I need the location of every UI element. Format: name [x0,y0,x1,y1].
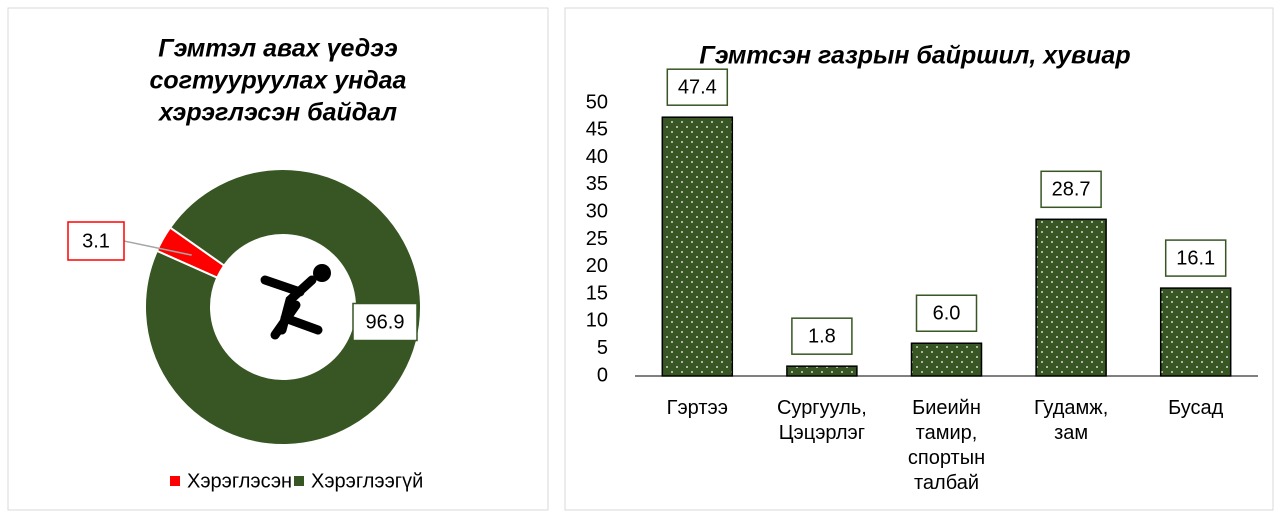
data-label-box [915,294,978,332]
donut-slice [144,168,422,446]
chart-title: Гэмтэл авах үедээ [158,35,398,63]
legend-swatch [294,476,304,486]
bar [1035,218,1107,377]
data-label: 96.9 [366,311,405,333]
bar [661,116,734,377]
y-tick-label: 20 [586,255,608,277]
y-tick-label: 45 [586,119,608,141]
chart-title: хэрэглэсэн байдал [157,99,398,127]
data-label-box [1040,170,1102,209]
x-tick-label: Сургууль, Цэцэрлэг [777,397,867,444]
y-tick-label: 10 [586,310,608,332]
bar [1159,287,1232,377]
icon [260,264,331,340]
data-label-box [352,302,418,342]
x-tick-label: Гудамж, зам [1034,397,1108,444]
chart-title: Гэмтсэн газрын байршил, хувиар [699,42,1130,70]
y-tick-label: 15 [586,282,608,304]
data-label: 16.1 [1176,247,1215,269]
legend-label: Хэрэглэсэн [187,470,292,492]
data-label-box [666,68,729,106]
data-label: 3.1 [82,230,110,252]
data-label-box [67,221,125,261]
x-tick-label: Гэртээ [667,397,728,419]
data-label-box [791,317,853,355]
data-label: 47.4 [678,76,717,98]
data-label: 1.8 [808,325,836,347]
y-tick-label: 0 [597,364,608,386]
data-label: 28.7 [1052,179,1091,201]
x-tick-label: Биеийн тамир, спортын талбай [908,397,985,494]
legend-swatch [170,476,180,486]
y-tick-label: 40 [586,146,608,168]
legend-label: Хэрэглээгүй [311,470,423,492]
y-tick-label: 25 [586,228,608,250]
y-tick-label: 5 [597,337,608,359]
y-tick-label: 35 [586,173,608,195]
data-label-box [1164,239,1227,277]
x-tick-label: Бусад [1168,397,1224,419]
bar [910,342,983,377]
leader-line [123,240,192,256]
bar [786,365,858,377]
chart-title: согтууруулах ундаа [150,67,407,95]
data-label: 6.0 [933,303,961,325]
y-tick-label: 30 [586,200,608,222]
y-tick-label: 50 [586,91,608,113]
